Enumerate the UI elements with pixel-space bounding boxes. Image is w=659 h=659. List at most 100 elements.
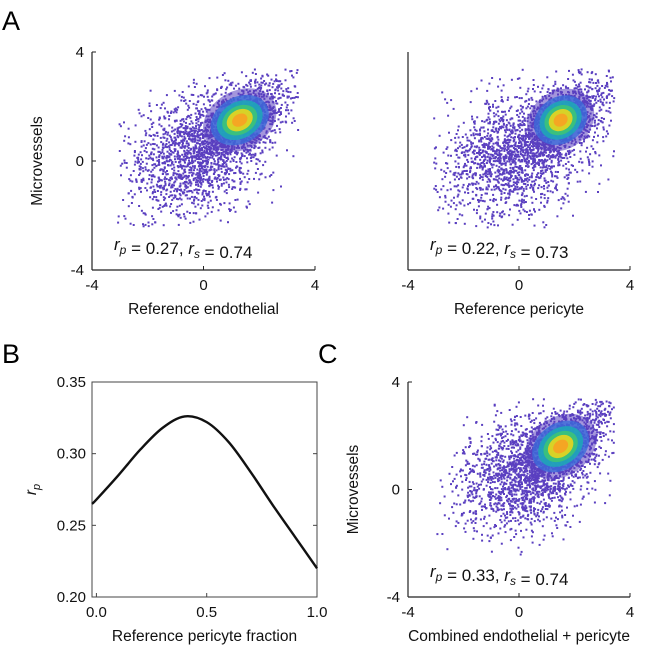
scatter-point	[228, 202, 231, 205]
scatter-point	[540, 174, 542, 177]
scatter-point	[219, 157, 222, 160]
scatter-point	[480, 152, 482, 154]
scatter-point	[169, 179, 172, 182]
scatter-point	[200, 170, 203, 173]
scatter-point	[225, 192, 228, 195]
scatter-point	[560, 87, 562, 90]
scatter-point	[176, 132, 179, 135]
scatter-point	[151, 147, 154, 150]
scatter-point	[568, 69, 570, 72]
scatter-point	[524, 100, 527, 103]
scatter-point	[206, 89, 209, 92]
scatter-point	[505, 125, 508, 128]
scatter-point	[479, 199, 482, 202]
scatter-point	[175, 178, 178, 181]
scatter-point	[507, 177, 510, 180]
scatter-point	[522, 187, 525, 190]
scatter-point	[179, 216, 182, 219]
scatter-point	[492, 220, 495, 223]
scatter-point	[234, 151, 236, 154]
scatter-point	[526, 134, 529, 136]
scatter-point	[140, 209, 143, 212]
scatter-point	[186, 134, 189, 137]
scatter-point	[198, 218, 201, 221]
scatter-point	[171, 139, 173, 142]
scatter-point	[287, 112, 290, 115]
scatter-point	[144, 213, 147, 216]
scatter-point	[481, 151, 484, 154]
scatter-point	[492, 105, 494, 108]
scatter-point	[608, 101, 611, 104]
scatter-point	[264, 176, 267, 179]
scatter-point	[197, 154, 200, 157]
scatter-point	[206, 204, 209, 207]
scatter-point	[190, 148, 193, 150]
scatter-point	[479, 128, 481, 131]
scatter-point	[217, 161, 220, 163]
scatter-point	[296, 69, 299, 72]
scatter-point	[557, 164, 560, 167]
scatter-point	[186, 186, 189, 189]
scatter-point	[516, 109, 519, 112]
scatter-point	[229, 153, 232, 156]
scatter-point	[187, 131, 190, 134]
scatter-point	[176, 128, 179, 131]
scatter-point	[213, 93, 216, 96]
scatter-point	[183, 215, 186, 218]
scatter-point	[543, 160, 545, 163]
scatter-point	[278, 128, 281, 131]
scatter-point	[610, 119, 612, 122]
scatter-point	[175, 138, 177, 141]
scatter-point	[480, 140, 483, 143]
scatter-point	[527, 146, 530, 149]
scatter-point	[202, 153, 205, 156]
scatter-point	[485, 137, 488, 140]
scatter-point	[519, 176, 522, 179]
scatter-point	[249, 80, 252, 82]
scatter-point	[549, 155, 552, 158]
scatter-point	[159, 204, 162, 207]
scatter-point	[584, 88, 586, 91]
scatter-point	[482, 126, 485, 129]
scatter-point	[607, 110, 610, 113]
scatter-point	[520, 167, 523, 169]
scatter-point	[597, 119, 600, 122]
scatter-point	[169, 177, 172, 179]
scatter-point	[602, 126, 605, 129]
scatter-point	[500, 149, 503, 152]
scatter-point	[170, 184, 173, 187]
scatter-point	[159, 107, 162, 110]
scatter-point	[179, 194, 182, 197]
scatter-point	[186, 145, 189, 148]
scatter-point	[465, 164, 468, 167]
scatter-point	[246, 161, 249, 164]
scatter-point	[154, 163, 157, 166]
scatter-point	[205, 145, 208, 147]
scatter-point	[176, 130, 179, 133]
scatter-point	[489, 153, 492, 156]
scatter-point	[274, 92, 276, 95]
scatter-point	[184, 185, 187, 188]
scatter-point	[605, 97, 608, 99]
scatter-point	[513, 127, 516, 130]
scatter-point	[264, 83, 266, 86]
scatter-point	[579, 180, 582, 183]
scatter-point	[575, 87, 578, 90]
scatter-point	[233, 87, 235, 90]
scatter-point	[595, 112, 598, 115]
scatter-point	[494, 120, 497, 123]
scatter-point	[152, 143, 155, 145]
scatter-point	[510, 190, 513, 193]
scatter-point	[173, 166, 176, 169]
scatter-point	[131, 196, 134, 199]
scatter-point	[510, 136, 513, 139]
scatter-point	[433, 161, 436, 164]
scatter-point	[544, 151, 547, 154]
scatter-point	[611, 76, 614, 79]
scatter-point	[277, 89, 280, 92]
scatter-point	[171, 161, 174, 163]
scatter-point	[194, 139, 197, 142]
scatter-point	[206, 95, 209, 98]
scatter-point	[187, 174, 190, 177]
scatter-point	[454, 208, 457, 211]
